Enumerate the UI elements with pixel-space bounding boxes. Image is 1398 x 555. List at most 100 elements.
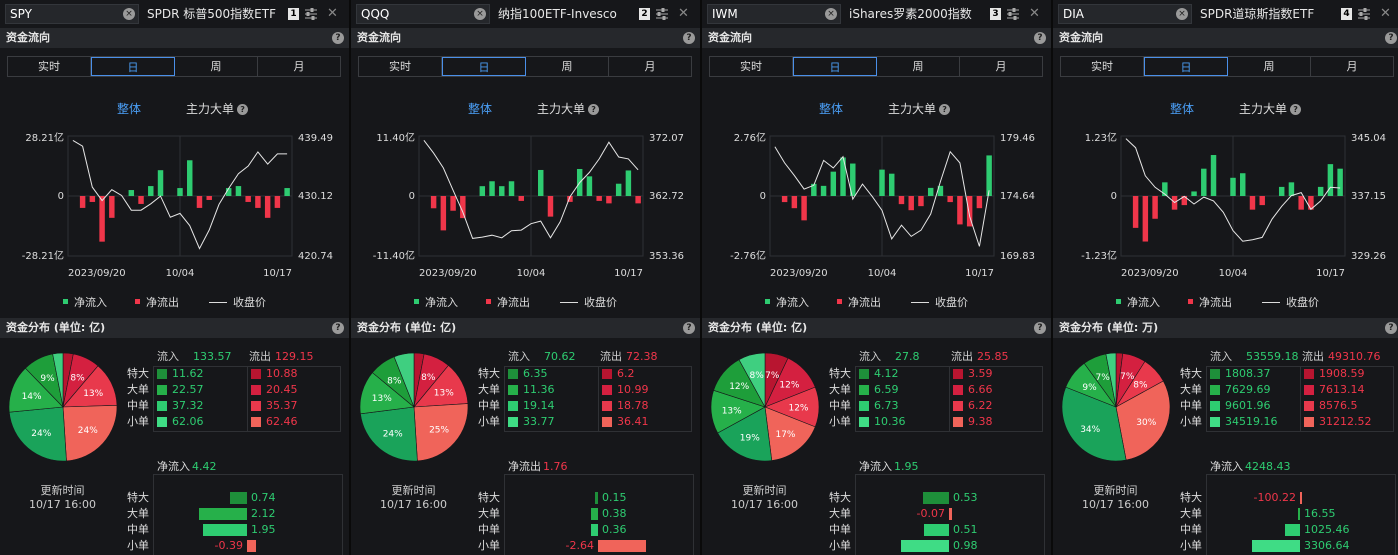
net-row: 小单 -0.39: [127, 538, 343, 554]
flow-bar: [791, 196, 798, 209]
outflow-swatch: [602, 369, 612, 379]
legend-label: 净流出: [848, 296, 881, 309]
clear-ticker-icon[interactable]: ×: [123, 8, 135, 20]
table-row: 小单 10.36 9.38: [829, 414, 1045, 430]
help-icon[interactable]: ?: [588, 104, 600, 115]
mode-total-toggle[interactable]: 整体: [117, 102, 142, 116]
ticker-input[interactable]: DIA ×: [1058, 4, 1192, 24]
flow-bar: [879, 169, 885, 196]
flow-bar: [986, 155, 992, 196]
tab-period-1[interactable]: 日: [793, 57, 877, 76]
tab-period-2[interactable]: 周: [1228, 57, 1311, 76]
tab-period-1[interactable]: 日: [1144, 57, 1228, 76]
clear-ticker-icon[interactable]: ×: [1176, 8, 1188, 20]
update-time-label: 更新时间: [391, 484, 436, 497]
net-flow-value: 1.76: [543, 460, 568, 473]
ticker-input[interactable]: QQQ ×: [356, 4, 490, 24]
net-flow-title: 净流入 1.95: [859, 458, 919, 474]
row-label: 小单: [829, 415, 851, 428]
help-icon[interactable]: ?: [1290, 104, 1302, 115]
close-panel-icon[interactable]: ✕: [327, 6, 338, 21]
flow-bar: [908, 196, 914, 211]
help-icon[interactable]: ?: [237, 104, 249, 115]
row-label: 大单: [829, 507, 851, 520]
help-icon[interactable]: ?: [939, 104, 951, 115]
inflow-swatch: [508, 401, 518, 411]
inflow-value: 19.14: [523, 399, 555, 412]
mode-main-toggle[interactable]: 主力大单?: [186, 100, 249, 117]
settings-sliders-icon[interactable]: [304, 6, 318, 22]
section-title-unit: 亿: [791, 321, 803, 334]
mode-total-toggle[interactable]: 整体: [468, 102, 493, 116]
x-date-tick: 2023/09/20: [68, 268, 126, 279]
tab-period-0[interactable]: 实时: [359, 57, 442, 76]
help-icon[interactable]: ?: [1385, 32, 1397, 44]
net-bar: [595, 492, 598, 504]
net-bar: [1252, 540, 1300, 552]
flow-bar: [927, 187, 934, 196]
outflow-swatch: [953, 385, 963, 395]
y-left-tick: 0: [1111, 191, 1117, 202]
outflow-value: 25.85: [977, 350, 1009, 363]
table-row: 中单 37.32 35.37: [127, 398, 343, 414]
help-icon[interactable]: ?: [1034, 322, 1046, 334]
flow-bar: [1240, 173, 1246, 196]
close-panel-icon[interactable]: ✕: [678, 6, 689, 21]
tab-period-0[interactable]: 实时: [1061, 57, 1144, 76]
table-divider: [247, 366, 248, 432]
panel-index-badge: 2: [639, 8, 650, 20]
flow-bar: [1259, 196, 1265, 206]
tab-period-1[interactable]: 日: [442, 57, 526, 76]
flow-bar: [264, 196, 271, 218]
row-label: 特大: [127, 491, 149, 504]
help-icon[interactable]: ?: [1385, 322, 1397, 334]
ticker-input[interactable]: SPY ×: [5, 4, 139, 24]
help-icon[interactable]: ?: [683, 32, 695, 44]
mode-main-toggle[interactable]: 主力大单?: [1239, 100, 1302, 117]
tab-period-2[interactable]: 周: [175, 57, 258, 76]
close-panel-icon[interactable]: ✕: [1380, 6, 1391, 21]
outflow-swatch: [1304, 369, 1314, 379]
close-panel-icon[interactable]: ✕: [1029, 6, 1040, 21]
mode-main-label: 主力大单: [537, 102, 586, 116]
mode-main-toggle[interactable]: 主力大单?: [888, 100, 951, 117]
y-right-tick: 430.12: [298, 191, 333, 202]
help-icon[interactable]: ?: [1034, 32, 1046, 44]
tab-period-1[interactable]: 日: [91, 57, 175, 76]
tab-period-3[interactable]: 月: [644, 60, 656, 73]
net-row: 特大 -100.22: [1180, 490, 1396, 506]
outflow-swatch: [953, 417, 963, 427]
net-row: 特大 0.53: [829, 490, 1045, 506]
outflow-swatch: [1304, 417, 1314, 427]
mode-total-toggle[interactable]: 整体: [819, 102, 844, 116]
inflow-total: 流入 27.8: [859, 348, 920, 364]
distribution-pie: 7%12%12%17%19%13%12%8%: [710, 352, 820, 462]
mode-total-toggle[interactable]: 整体: [1170, 102, 1195, 116]
tab-period-3[interactable]: 月: [1346, 60, 1358, 73]
row-label: 小单: [127, 415, 149, 428]
settings-sliders-icon[interactable]: [655, 6, 669, 22]
help-icon[interactable]: ?: [332, 32, 344, 44]
tab-period-2[interactable]: 周: [526, 57, 609, 76]
clear-ticker-icon[interactable]: ×: [825, 8, 837, 20]
tab-period-3[interactable]: 月: [293, 60, 305, 73]
outflow-value: 8576.5: [1319, 399, 1358, 412]
clear-ticker-icon[interactable]: ×: [474, 8, 486, 20]
mode-main-toggle[interactable]: 主力大单?: [537, 100, 600, 117]
flow-bar: [976, 196, 983, 209]
ticker-input[interactable]: IWM ×: [707, 4, 841, 24]
tab-period-0[interactable]: 实时: [8, 57, 91, 76]
tab-period-0[interactable]: 实时: [710, 57, 793, 76]
inflow-value: 9601.96: [1225, 399, 1271, 412]
pie-slice: [8, 406, 67, 462]
row-label: 小单: [829, 539, 851, 552]
help-icon[interactable]: ?: [683, 322, 695, 334]
distribution-table: 特大 4.12 3.59 大单 6.59 6.66 中单 6.73 6.22 小单 10.36 9.3…: [829, 352, 1045, 432]
tab-period-2[interactable]: 周: [877, 57, 960, 76]
help-icon[interactable]: ?: [332, 322, 344, 334]
outflow-value: 6.2: [617, 367, 635, 380]
settings-sliders-icon[interactable]: [1357, 6, 1371, 22]
flow-bar: [1210, 155, 1217, 196]
tab-period-3[interactable]: 月: [995, 60, 1007, 73]
settings-sliders-icon[interactable]: [1006, 6, 1020, 22]
